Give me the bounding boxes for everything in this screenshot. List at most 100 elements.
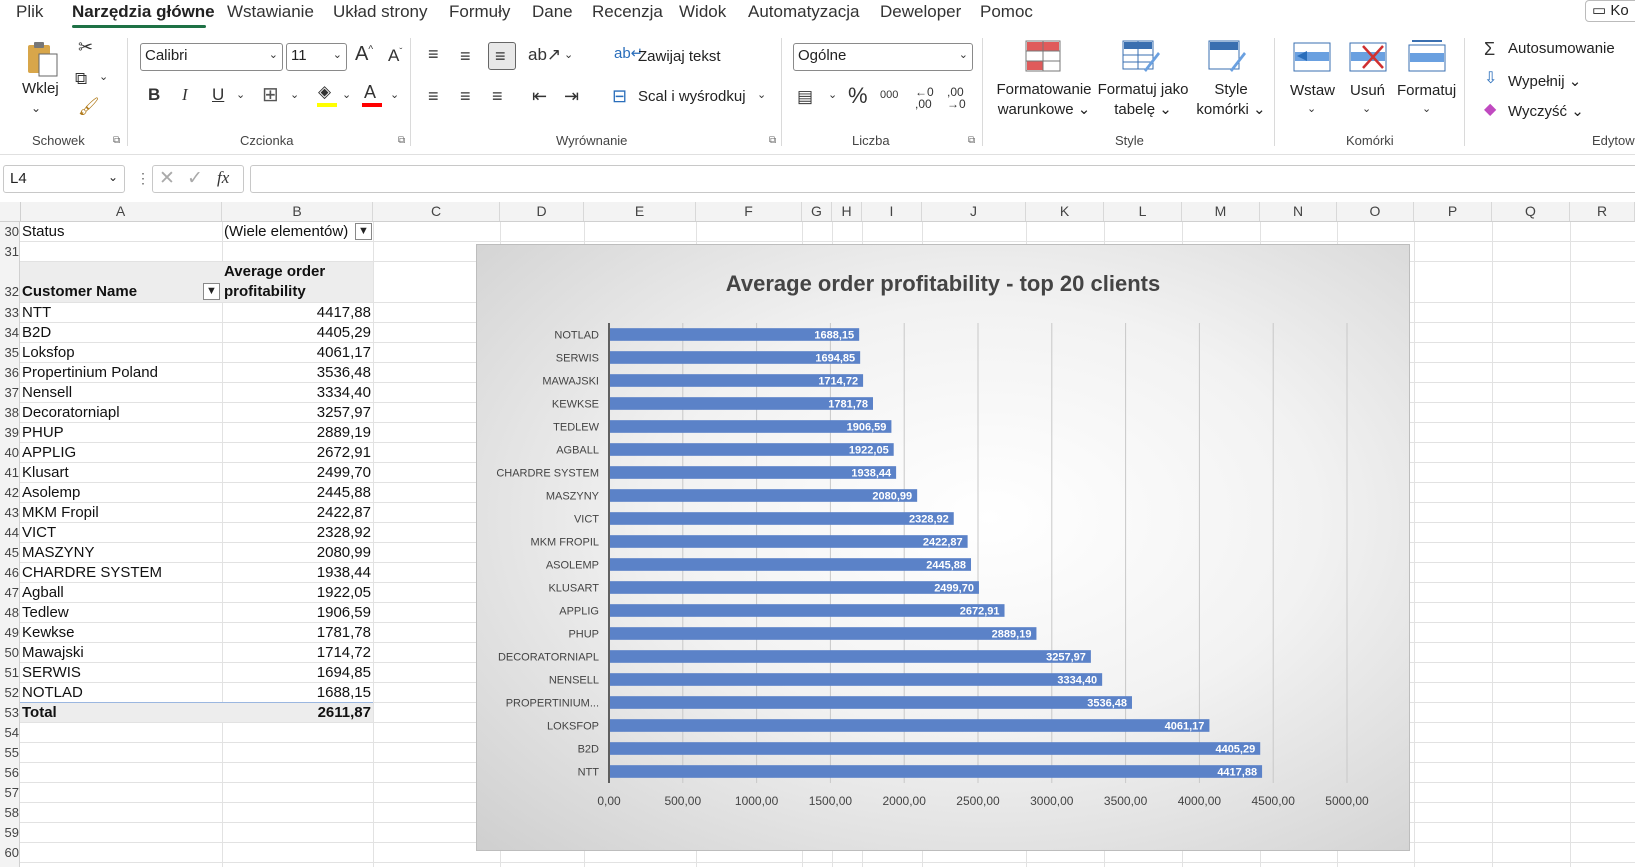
chevron-down-icon[interactable]: ⌄ [236, 89, 246, 101]
row-header[interactable]: 43 [4, 505, 19, 520]
orientation-icon[interactable]: ab↗ [528, 45, 562, 64]
format-button[interactable]: Formatuj [1397, 82, 1457, 99]
menu-review[interactable]: Recenzja [592, 2, 663, 21]
column-header[interactable]: F [696, 202, 802, 221]
row-header[interactable]: 53 [4, 705, 19, 720]
confirm-icon[interactable]: ✓ [187, 168, 203, 189]
column-header[interactable]: H [832, 202, 862, 221]
column-header[interactable]: K [1026, 202, 1104, 221]
menu-view[interactable]: Widok [679, 2, 727, 21]
comments-button[interactable]: ▭ Ko [1585, 0, 1635, 22]
column-header[interactable]: E [584, 202, 696, 221]
menu-insert[interactable]: Wstawianie [227, 2, 314, 21]
delete-button[interactable]: Usuń [1350, 82, 1386, 99]
paste-icon[interactable] [25, 40, 61, 78]
menu-home[interactable]: Narzędzia główne [72, 2, 215, 21]
column-header[interactable]: A [20, 202, 222, 221]
column-header[interactable]: J [922, 202, 1026, 221]
chevron-down-icon[interactable]: ⌄ [757, 89, 767, 101]
decrease-font-icon[interactable]: Aˇ [388, 46, 403, 65]
format-as-table-button[interactable]: Formatuj jako tabelę ⌄ [1097, 81, 1189, 118]
formula-input[interactable] [250, 165, 1635, 193]
merge-center-button[interactable]: Scal i wyśrodkuj [638, 88, 746, 105]
menu-developer[interactable]: Deweloper [880, 2, 962, 21]
row-header[interactable]: 44 [4, 525, 19, 540]
row-header[interactable]: 58 [4, 805, 19, 820]
align-right-icon[interactable]: ≡ [492, 86, 503, 106]
chevron-down-icon[interactable]: ⌄ [1422, 103, 1432, 115]
column-header[interactable]: G [802, 202, 832, 221]
font-color-icon[interactable]: A [364, 82, 377, 102]
increase-decimal-icon[interactable]: ←0,00 [915, 85, 934, 111]
borders-icon[interactable]: ⊞ [262, 84, 279, 106]
cell-styles-icon[interactable] [1208, 40, 1246, 74]
autosum-button[interactable]: Autosumowanie [1508, 40, 1615, 57]
chevron-down-icon[interactable]: ⌄ [1307, 103, 1317, 115]
row-header[interactable]: 38 [4, 405, 19, 420]
row-header[interactable]: 46 [4, 565, 19, 580]
number-format-select[interactable]: Ogólne ⌄ [793, 43, 973, 71]
cancel-icon[interactable]: ✕ [159, 168, 175, 189]
menu-file[interactable]: Plik [16, 2, 44, 21]
decrease-indent-icon[interactable]: ⇤ [532, 86, 548, 106]
format-as-table-icon[interactable] [1122, 40, 1160, 74]
row-header[interactable]: 49 [4, 625, 19, 640]
fill-button[interactable]: Wypełnij ⌄ [1508, 73, 1582, 90]
dialog-launcher-icon[interactable]: ⧉ [398, 135, 406, 146]
select-all-corner[interactable] [0, 202, 21, 221]
menu-help[interactable]: Pomoc [980, 2, 1033, 21]
menu-data[interactable]: Dane [532, 2, 573, 21]
delete-cells-icon[interactable] [1349, 42, 1387, 72]
column-header[interactable]: N [1260, 202, 1337, 221]
row-header[interactable]: 41 [4, 465, 19, 480]
insert-function-icon[interactable]: fx [217, 168, 230, 187]
menu-page-layout[interactable]: Układ strony [333, 2, 428, 21]
clear-button[interactable]: Wyczyść ⌄ [1508, 103, 1584, 120]
row-header[interactable]: 52 [4, 685, 19, 700]
chevron-down-icon[interactable]: ⌄ [99, 71, 109, 83]
dialog-launcher-icon[interactable]: ⧉ [113, 135, 121, 146]
conditional-formatting-button[interactable]: Formatowanie warunkowe ⌄ [996, 81, 1092, 118]
format-cells-icon[interactable] [1408, 38, 1446, 72]
row-header[interactable]: 51 [4, 665, 19, 680]
align-top-icon[interactable]: ≡ [428, 44, 439, 64]
dialog-launcher-icon[interactable]: ⧉ [968, 135, 976, 146]
chevron-down-icon[interactable]: ⌄ [342, 89, 352, 101]
thousands-separator-button[interactable]: 000 [880, 89, 899, 101]
row-header[interactable]: 32 [4, 284, 19, 299]
row-header[interactable]: 56 [4, 765, 19, 780]
cell-styles-button[interactable]: Style komórki ⌄ [1196, 81, 1266, 118]
row-header[interactable]: 37 [4, 385, 19, 400]
row-header[interactable]: 30 [4, 224, 19, 239]
row-header[interactable]: 33 [4, 305, 19, 320]
copy-icon[interactable]: ⧉ [75, 69, 88, 88]
bar-chart[interactable]: Average order profitability - top 20 cli… [476, 244, 1410, 851]
dialog-launcher-icon[interactable]: ⧉ [769, 135, 777, 146]
paste-button[interactable]: Wklej [22, 80, 59, 97]
chevron-down-icon[interactable]: ⌄ [828, 89, 838, 101]
row-header[interactable]: 48 [4, 605, 19, 620]
chevron-down-icon[interactable]: ⌄ [564, 49, 574, 61]
fill-color-icon[interactable]: ◈ [318, 82, 332, 101]
row-header[interactable]: 54 [4, 725, 19, 740]
row-header[interactable]: 39 [4, 425, 19, 440]
more-options-icon[interactable]: ⋮ [136, 170, 150, 186]
increase-font-icon[interactable]: A^ [355, 43, 374, 65]
chevron-down-icon[interactable]: ⌄ [1362, 103, 1372, 115]
align-bottom-button[interactable]: ≡ [488, 42, 516, 70]
font-name-select[interactable]: Calibri ⌄ [140, 43, 283, 71]
percent-button[interactable]: % [848, 83, 868, 108]
italic-button[interactable]: I [182, 85, 188, 104]
column-header[interactable]: P [1414, 202, 1492, 221]
wrap-text-button[interactable]: Zawijaj tekst [638, 48, 721, 65]
column-header[interactable]: C [373, 202, 500, 221]
column-header[interactable]: R [1570, 202, 1635, 221]
format-painter-icon[interactable]: 🖌 [78, 97, 100, 116]
column-header[interactable]: D [500, 202, 584, 221]
row-header[interactable]: 59 [4, 825, 19, 840]
chevron-down-icon[interactable]: ⌄ [390, 89, 400, 101]
cut-icon[interactable]: ✂ [78, 37, 94, 57]
column-header[interactable]: L [1104, 202, 1182, 221]
row-header[interactable]: 35 [4, 345, 19, 360]
column-header[interactable]: M [1182, 202, 1260, 221]
